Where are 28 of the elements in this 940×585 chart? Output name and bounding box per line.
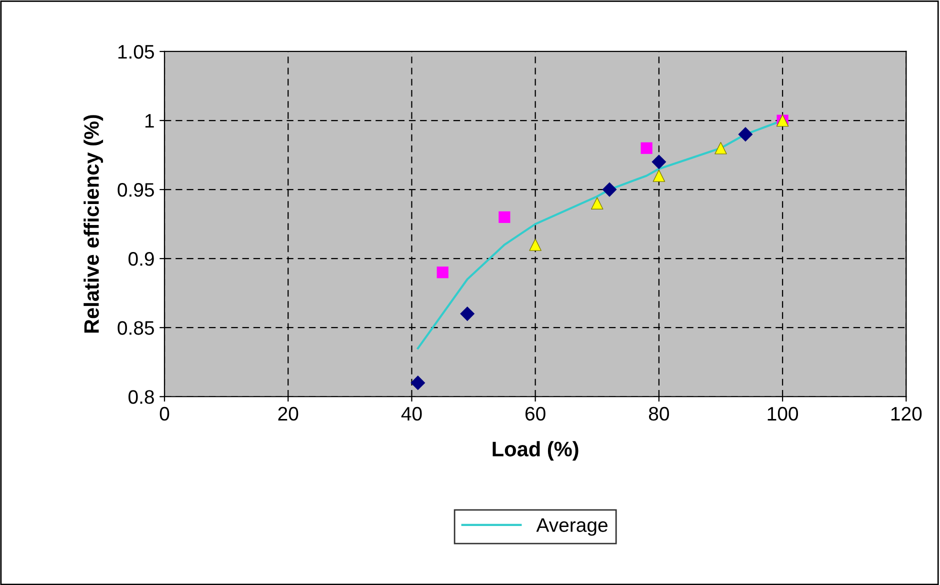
- point: [529, 238, 542, 251]
- point: [436, 266, 448, 278]
- point: [498, 211, 510, 223]
- point: [738, 127, 753, 142]
- y-tick-label: 0.85: [118, 321, 154, 335]
- point: [640, 142, 652, 154]
- y-axis-title: Relative efficiency (%): [84, 115, 104, 333]
- point: [590, 197, 604, 210]
- x-tick-label: 120: [891, 406, 922, 421]
- x-tick-label: 100: [768, 406, 798, 421]
- point: [714, 142, 727, 154]
- point: [410, 376, 426, 390]
- point: [652, 170, 666, 182]
- y-tick-label: 1: [145, 114, 154, 128]
- y-tick-label: 0.8: [128, 390, 154, 404]
- point: [602, 182, 617, 197]
- point: [652, 154, 666, 170]
- x-tick-label: 40: [401, 406, 422, 421]
- x-tick-label: 60: [526, 406, 546, 421]
- y-tick-label: 0.95: [118, 183, 154, 197]
- x-tick-label: 0: [160, 406, 170, 421]
- x-tick-label: 80: [648, 406, 669, 421]
- x-axis-title: Load (%): [492, 441, 578, 461]
- x-tick-label: 20: [278, 406, 298, 421]
- legend-label: Average: [536, 518, 608, 536]
- y-tick-label: 1.05: [118, 44, 154, 59]
- point: [460, 306, 475, 322]
- y-tick-label: 0.9: [128, 252, 154, 266]
